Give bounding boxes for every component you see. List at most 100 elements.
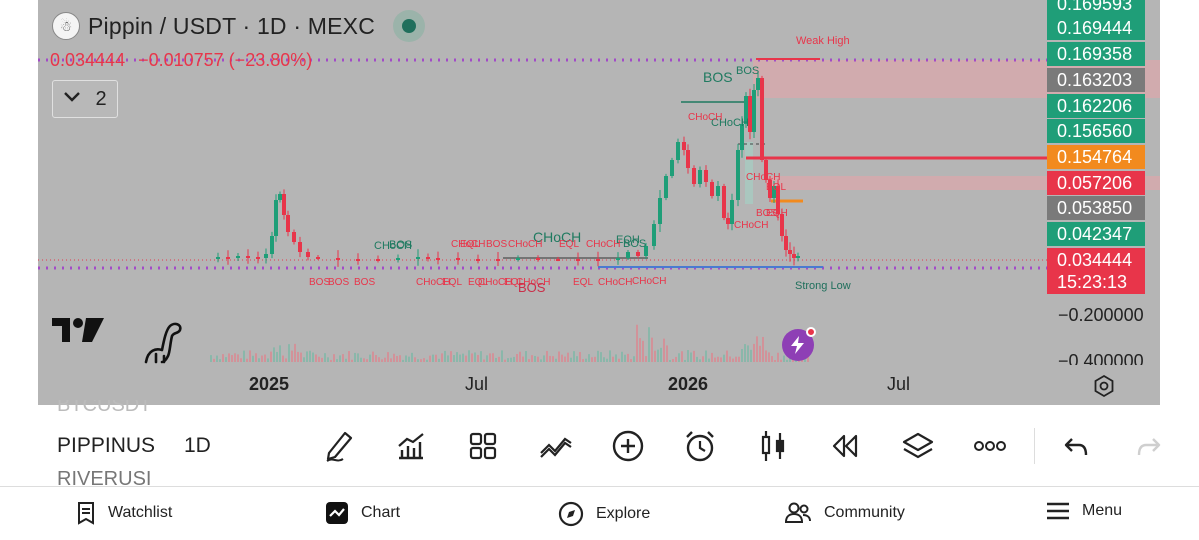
volume-bar: [441, 353, 443, 362]
volume-bar: [528, 359, 530, 362]
volume-bar: [237, 354, 239, 362]
volume-bar: [786, 359, 788, 362]
candle-body: [236, 256, 240, 258]
lightning-alert-button[interactable]: [782, 327, 816, 361]
compare-icon[interactable]: [538, 428, 574, 464]
volume-bar: [678, 353, 680, 362]
undo-icon[interactable]: [1058, 428, 1094, 464]
alert-icon[interactable]: [682, 428, 718, 464]
templates-icon[interactable]: [465, 428, 501, 464]
candle-body: [426, 257, 430, 259]
add-icon[interactable]: [610, 428, 646, 464]
layers-icon[interactable]: [900, 428, 936, 464]
candle-body: [278, 194, 282, 200]
watchlist-next-symbol[interactable]: RIVERUSI: [57, 468, 152, 486]
volume-bar: [372, 351, 374, 362]
draw-icon[interactable]: [321, 428, 357, 464]
time-axis-label: 2026: [668, 374, 709, 394]
volume-bar: [429, 355, 431, 362]
volume-bar: [510, 357, 512, 362]
chart-type-icon[interactable]: [755, 428, 791, 464]
volume-bar: [465, 355, 467, 362]
volume-bar: [222, 354, 224, 362]
candle-body: [274, 200, 278, 236]
volume-bar: [771, 356, 773, 362]
candle-body: [306, 252, 310, 257]
watchlist-prev-symbol[interactable]: BTCUSDT: [57, 400, 152, 416]
indicator-collapse-button[interactable]: 2: [52, 80, 118, 118]
watchlist-current-symbol[interactable]: PIPPINUS: [57, 434, 156, 457]
volume-bar: [579, 351, 581, 362]
volume-bar: [540, 359, 542, 362]
volume-bar: [618, 358, 620, 362]
structure-label: BOS: [309, 277, 330, 288]
candle-body: [616, 258, 620, 260]
structure-label: EQL: [468, 277, 488, 288]
structure-label: EQL: [766, 182, 786, 193]
volume-bar: [381, 359, 383, 362]
chart-panel[interactable]: Weak High Strong Low BOS CHoCH BOS CHoCH BOS BO…: [38, 0, 1160, 405]
volume-bar: [360, 357, 362, 362]
volume-bar: [723, 354, 725, 362]
community-icon: [784, 502, 811, 523]
candle-body: [246, 256, 250, 258]
volume-bar: [750, 349, 752, 362]
symbol-header: ☃ Pippin / USDT · 1D · MEXC: [52, 10, 426, 42]
structure-label: CHoCH: [746, 172, 780, 183]
candle-body: [716, 186, 720, 196]
nav-chart[interactable]: Chart: [325, 501, 400, 525]
nav-menu-label: Menu: [1082, 502, 1123, 519]
structure-label: BOS: [354, 277, 375, 288]
structure-label: CHoCH: [586, 239, 620, 250]
volume-bar: [453, 355, 455, 362]
volume-bar: [411, 352, 413, 362]
structure-label: CHoCH: [374, 240, 412, 252]
volume-bar: [606, 358, 608, 362]
volume-bar: [666, 345, 668, 362]
hamburger-icon: [1047, 502, 1069, 520]
redo-icon[interactable]: [1131, 428, 1167, 464]
structure-label: CHoCH: [416, 277, 450, 288]
volume-bar: [726, 350, 728, 362]
price-change: −0.010757 (−23.80%): [138, 50, 313, 70]
volume-bar: [522, 356, 524, 362]
market-status-icon[interactable]: [393, 10, 426, 42]
volume-bar: [615, 354, 617, 362]
nav-menu[interactable]: Menu: [1046, 501, 1122, 521]
candle-body: [436, 258, 440, 260]
volume-bar: [693, 350, 695, 362]
dino-icon[interactable]: [142, 320, 186, 369]
volume-bar: [672, 359, 674, 362]
structure-label: CHoCH: [478, 277, 512, 288]
candle-body: [710, 182, 714, 196]
interval-selector[interactable]: 1D: [184, 434, 211, 457]
volume-bar: [285, 358, 287, 362]
nav-watchlist[interactable]: Watchlist: [76, 501, 172, 525]
volume-bar: [477, 354, 479, 362]
candle-body: [282, 194, 286, 215]
volume-bar: [438, 358, 440, 362]
price-axis-tag: 0.154764: [1047, 145, 1145, 169]
structure-label: CHoCH: [508, 239, 542, 250]
volume-bar: [459, 354, 461, 362]
candle-body: [652, 224, 656, 246]
nav-explore[interactable]: Explore: [558, 501, 650, 527]
more-icon[interactable]: [972, 428, 1008, 464]
replay-icon[interactable]: [827, 428, 863, 464]
volume-bar: [630, 359, 632, 362]
candle-body: [626, 252, 630, 258]
candle-body: [658, 198, 662, 224]
volume-bar: [600, 352, 602, 362]
structure-label: CHoCH: [688, 112, 722, 123]
volume-bar: [711, 352, 713, 362]
volume-bar: [384, 357, 386, 362]
price-axis-tag: 0.034444: [1047, 248, 1145, 272]
volume-bar: [264, 354, 266, 362]
candle-body: [772, 186, 776, 198]
nav-community[interactable]: Community: [784, 501, 905, 525]
settings-icon[interactable]: [1092, 374, 1116, 398]
volume-bar: [447, 355, 449, 362]
indicators-icon[interactable]: [393, 428, 429, 464]
symbol-title[interactable]: Pippin / USDT · 1D · MEXC: [88, 12, 376, 39]
